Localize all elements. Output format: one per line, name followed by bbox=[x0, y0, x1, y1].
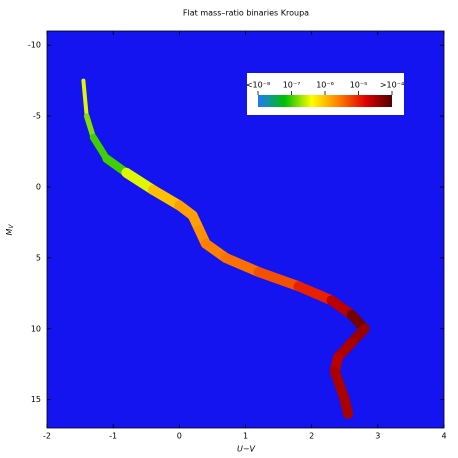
chart-title: Flat mass–ratio binaries Kroupa bbox=[183, 9, 309, 18]
x-tick-label: 0 bbox=[177, 432, 182, 441]
density-band bbox=[147, 184, 185, 211]
y-axis-label: MV bbox=[5, 224, 15, 236]
colorbar-tick-label: 10⁻⁶ bbox=[316, 81, 334, 90]
y-axis-label-sub: V bbox=[8, 224, 15, 229]
density-band bbox=[293, 281, 337, 306]
density-band bbox=[329, 366, 350, 405]
x-tick-label: -2 bbox=[43, 432, 51, 441]
y-tick-label: -10 bbox=[28, 41, 41, 50]
x-tick-label: 3 bbox=[375, 432, 380, 441]
density-band bbox=[220, 252, 264, 278]
x-tick-label: 4 bbox=[441, 432, 446, 441]
density-band bbox=[81, 78, 89, 119]
x-tick-label: -1 bbox=[109, 432, 117, 441]
x-axis-label: U−V bbox=[237, 445, 256, 454]
legend-box bbox=[247, 73, 404, 115]
x-tick-label: 2 bbox=[309, 432, 314, 441]
density-band bbox=[83, 113, 97, 141]
x-tick-label: 1 bbox=[243, 432, 248, 441]
y-axis-label-main: M bbox=[5, 229, 14, 236]
colorbar-tick-label: <10⁻⁸ bbox=[246, 81, 270, 90]
colorbar-tick-label: 10⁻⁵ bbox=[350, 81, 368, 90]
y-tick-label: 5 bbox=[36, 253, 41, 262]
density-band bbox=[339, 394, 354, 419]
y-tick-label: 10 bbox=[31, 324, 41, 333]
colorbar bbox=[258, 95, 392, 107]
colorbar-tick-label: >10⁻⁴ bbox=[380, 81, 404, 90]
y-tick-label: 0 bbox=[36, 182, 41, 191]
colorbar-tick-label: 10⁻⁷ bbox=[283, 81, 301, 90]
y-tick-label: 15 bbox=[31, 395, 41, 404]
density-band bbox=[121, 167, 158, 195]
y-tick-label: -5 bbox=[33, 112, 41, 121]
density-band bbox=[253, 267, 304, 292]
